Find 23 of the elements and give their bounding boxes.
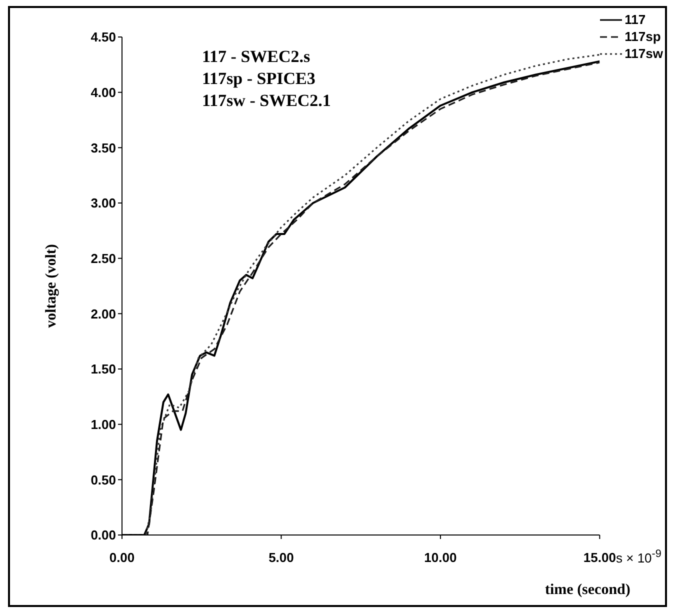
legend-label: 117sp — [624, 29, 661, 44]
annotation: 117sp - SPICE3 — [202, 68, 316, 90]
x-tick-label: 5.00 — [268, 550, 294, 566]
annotation: 117 - SWEC2.s — [202, 46, 312, 68]
y-tick-label: 3.00 — [90, 196, 116, 211]
y-tick-label: 4.00 — [90, 84, 116, 100]
y-tick-label: 4.50 — [90, 30, 116, 45]
annotation: 117sw - SWEC2.1 — [202, 90, 331, 112]
legend-label: 117 — [624, 12, 646, 27]
x-tick-label: 0.00 — [109, 550, 135, 566]
x-tick-label: 10.00 — [424, 550, 457, 566]
x-tick-label: 15.00 — [583, 550, 616, 566]
y-tick-label: 3.50 — [90, 140, 116, 156]
legend-label: 117sw — [624, 46, 663, 61]
y-tick-label: 0.00 — [90, 528, 116, 543]
y-axis-title: voltage (volt) — [43, 244, 60, 328]
x-axis-title: time (second) — [545, 582, 630, 599]
y-tick-label: 2.50 — [90, 250, 116, 266]
text: s × 10$^{-9}$ — [616, 548, 662, 566]
y-tick-label: 0.50 — [90, 472, 116, 488]
y-tick-label: 1.50 — [90, 362, 116, 377]
y-tick-label: 2.00 — [90, 306, 116, 322]
y-tick-label: 1.00 — [90, 416, 116, 432]
